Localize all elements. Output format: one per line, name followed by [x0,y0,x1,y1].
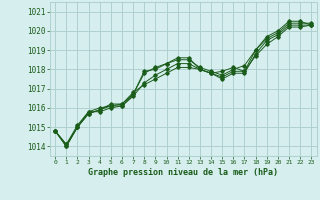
X-axis label: Graphe pression niveau de la mer (hPa): Graphe pression niveau de la mer (hPa) [88,168,278,177]
